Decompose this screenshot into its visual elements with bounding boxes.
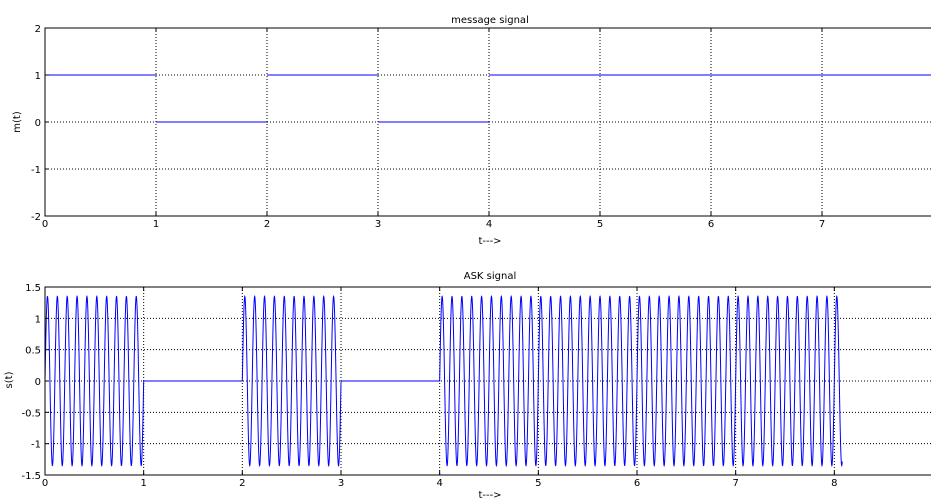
ask-plot-series [44,294,843,468]
ask-y-tick-label: 0 [35,377,41,388]
message-y-tick-label: 1 [35,71,41,82]
ask-y-tick-label: -1 [31,440,41,451]
message-x-tick-label: 7 [819,219,825,230]
ask-x-tick-label: 3 [338,478,344,489]
ask-plot-ticks: 0 1 2 3 4 5 6 7 8 1.5 1 0.5 0 -0.5 -1 -1.5 [21,283,837,489]
ask-plot-xlabel: t---> [478,490,501,501]
message-y-tick-label: 2 [35,24,41,35]
message-x-tick-label: 6 [708,219,714,230]
message-x-tick-label: 3 [375,219,381,230]
ask-y-tick-label: -1.5 [21,471,41,482]
message-x-tick-label: 5 [597,219,603,230]
message-plot-ticks: 0 1 2 3 4 5 6 7 2 1 0 -1 -2 [31,24,825,230]
ask-y-tick-label: -0.5 [21,408,41,419]
ask-x-tick-label: 0 [42,478,48,489]
ask-x-tick-label: 2 [239,478,245,489]
ask-y-tick-label: 1.5 [25,283,41,294]
ask-x-tick-label: 7 [732,478,738,489]
ask-y-tick-label: 0.5 [25,346,41,357]
message-x-tick-label: 4 [486,219,492,230]
ask-x-tick-label: 1 [140,478,146,489]
message-x-tick-label: 2 [264,219,270,230]
message-y-tick-label: -1 [31,165,41,176]
ask-signal-line [44,294,843,468]
message-signal-plot: message signal m(t) t---> 0 1 2 3 4 5 6 7 2 1 0 -1 -… [12,15,931,247]
message-plot-xlabel: t---> [478,236,501,247]
ask-x-tick-label: 4 [436,478,442,489]
ask-x-tick-label: 5 [535,478,541,489]
ask-x-tick-label: 6 [634,478,640,489]
message-y-tick-label: 0 [35,118,41,129]
message-x-tick-label: 0 [42,219,48,230]
ask-signal-plot: ASK signal s(t) t---> 0 1 2 3 4 5 6 7 81.510.50-… [4,271,931,501]
ask-y-tick-label: 1 [35,314,41,325]
message-plot-title: message signal [451,15,529,26]
ask-plot-title: ASK signal [464,271,517,282]
message-x-tick-label: 1 [153,219,159,230]
ask-plot-ylabel: s(t) [4,371,15,388]
message-y-tick-label: -2 [31,212,41,223]
ask-x-tick-label: 8 [831,478,837,489]
message-plot-ylabel: m(t) [12,111,23,133]
message-plot-series [45,74,931,123]
